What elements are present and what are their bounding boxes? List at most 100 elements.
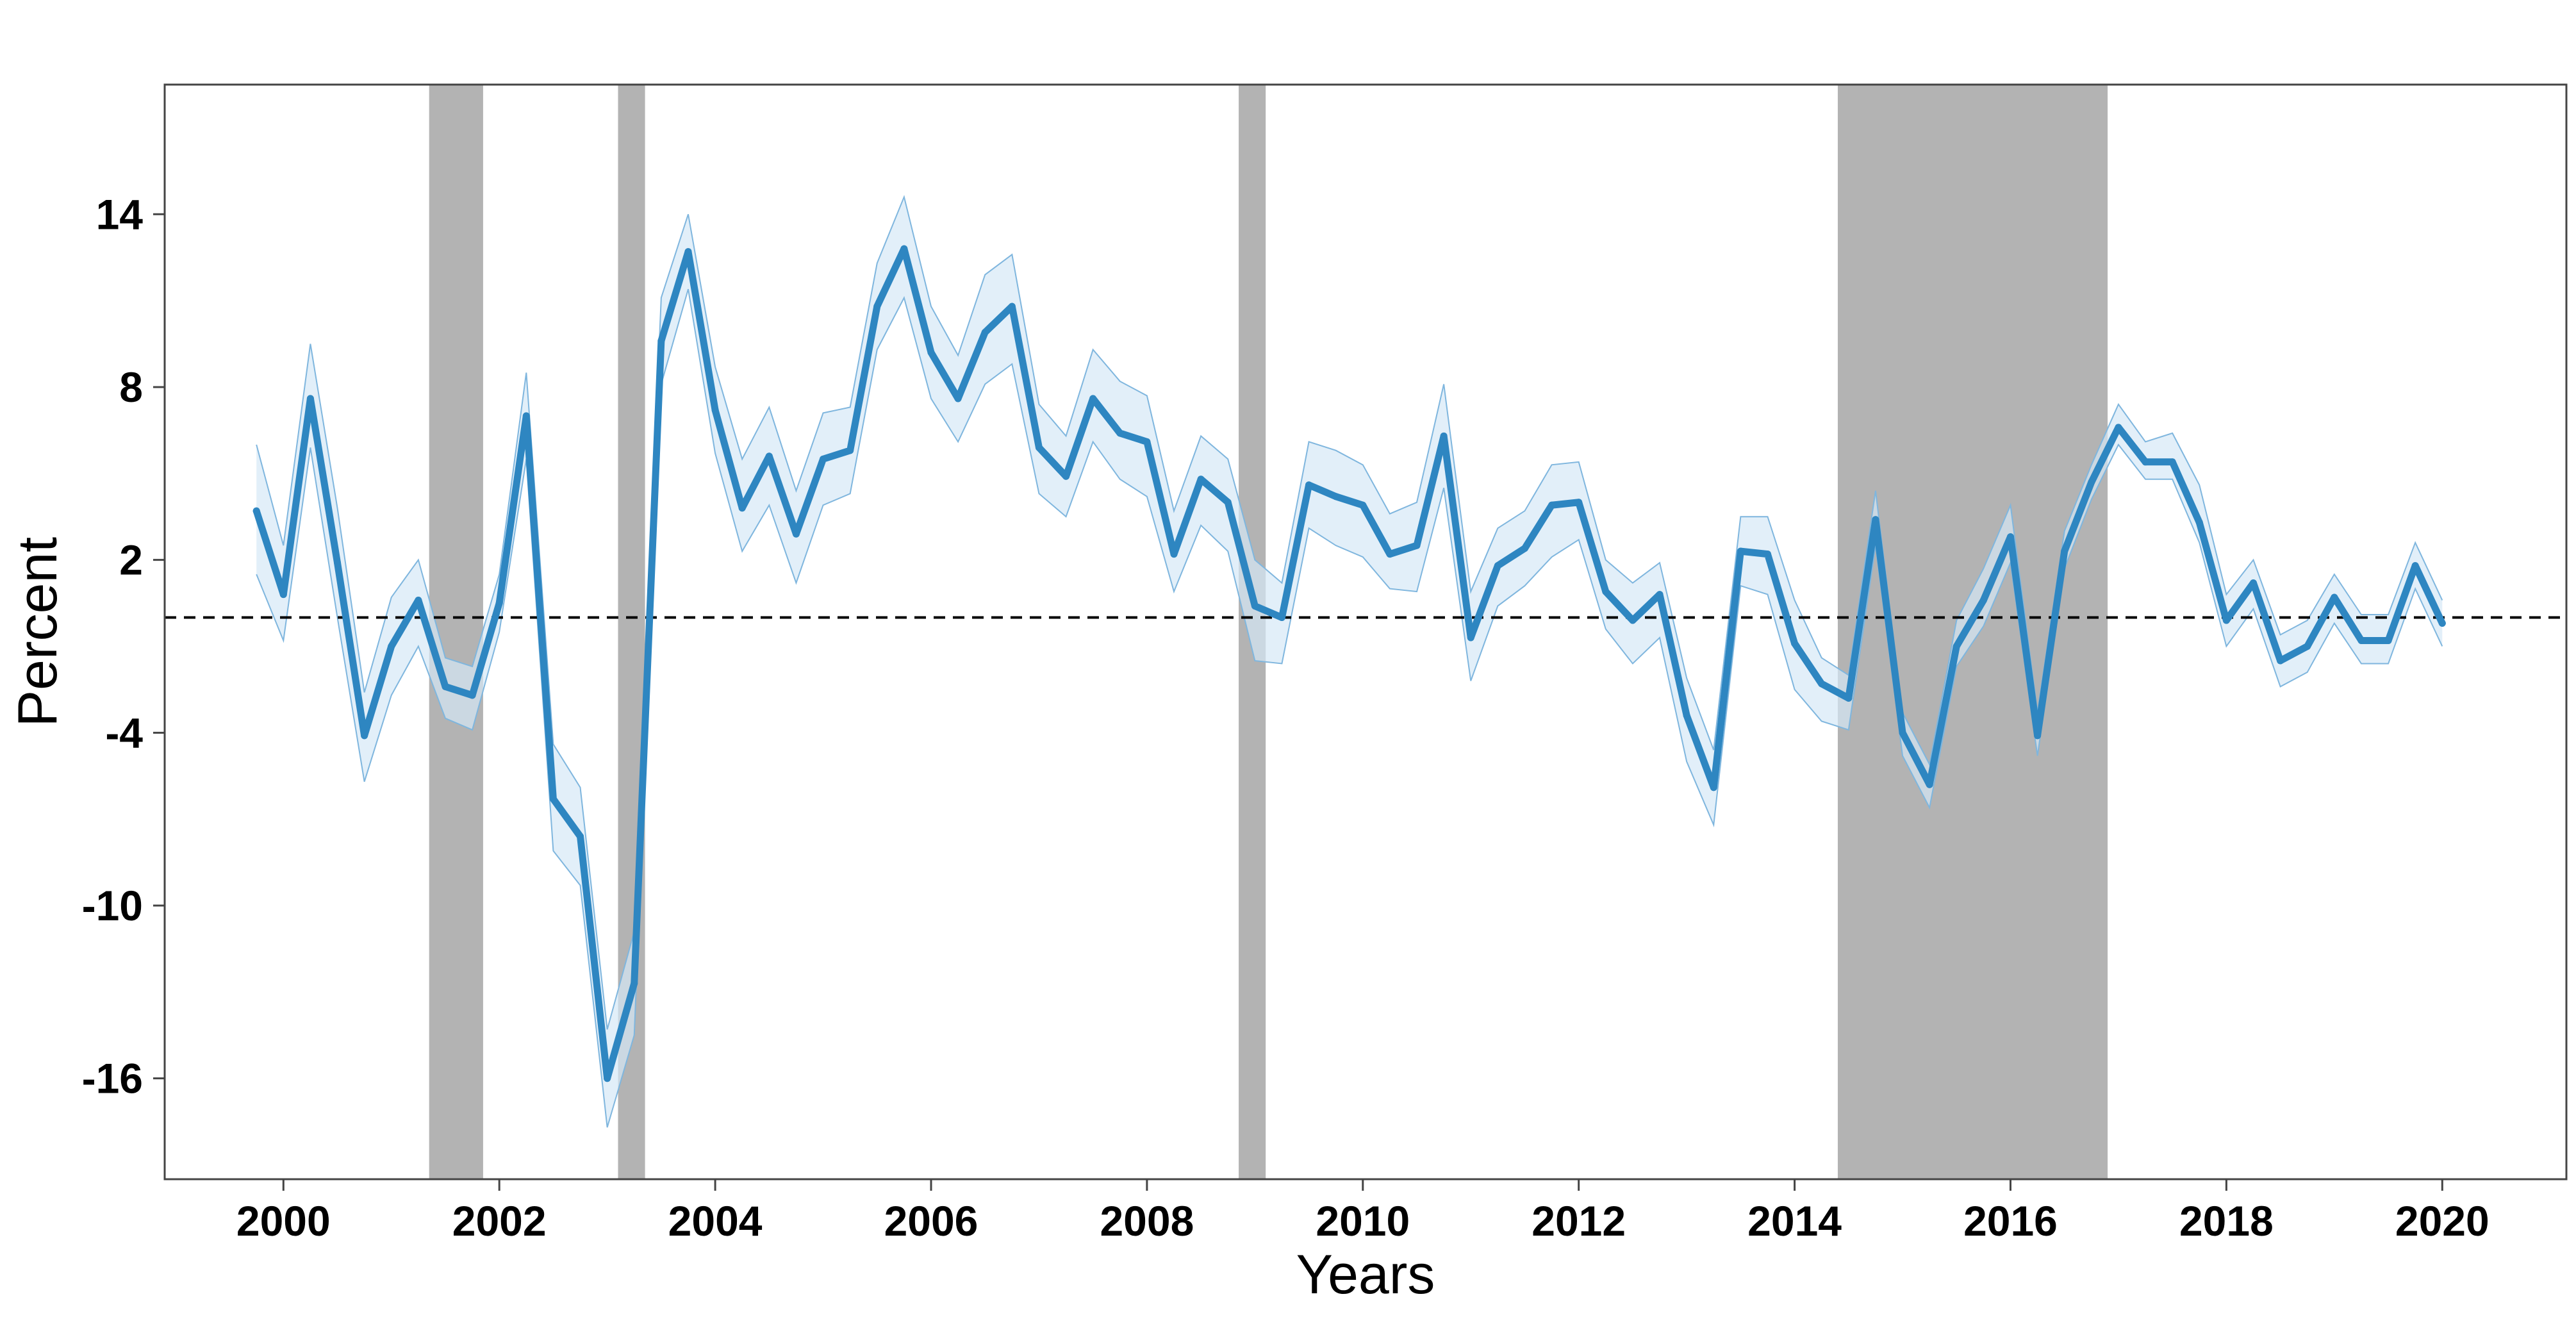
data-point — [2061, 547, 2068, 555]
data-point — [1170, 551, 1178, 558]
data-point — [1818, 680, 1826, 688]
data-point — [765, 452, 773, 460]
data-point — [1494, 562, 1501, 570]
y-tick-label: -4 — [105, 709, 143, 756]
data-point — [2357, 636, 2365, 644]
data-point — [415, 597, 422, 604]
data-point — [1791, 640, 1799, 647]
data-point — [1845, 694, 1853, 702]
x-tick-label: 2006 — [884, 1197, 978, 1245]
data-point — [1143, 438, 1151, 445]
data-point — [2304, 642, 2311, 650]
x-axis: 2000 2002 2004 2006 2008 2010 2012 2014 2016 2018… — [236, 1179, 2489, 1245]
x-tick-label: 2016 — [1963, 1197, 2058, 1245]
x-tick-label: 2008 — [1100, 1197, 1194, 1245]
lower-bound-line — [256, 288, 2443, 1128]
data-point — [1872, 516, 1879, 524]
data-point — [631, 979, 638, 987]
data-point — [1737, 547, 1744, 555]
data-point — [2034, 732, 2042, 740]
y-axis-title: Percent — [7, 537, 69, 727]
data-point — [279, 591, 287, 599]
y-tick-label: -10 — [82, 882, 143, 929]
data-point — [1656, 591, 1664, 599]
data-point — [2249, 579, 2257, 587]
data-point — [2195, 518, 2203, 526]
data-point — [1979, 597, 1987, 604]
y-tick-label: -16 — [82, 1055, 143, 1102]
data-point — [442, 683, 449, 690]
data-point — [927, 349, 935, 356]
data-point — [2088, 478, 2095, 486]
data-point — [549, 795, 557, 803]
data-point — [2006, 533, 2014, 541]
data-point — [657, 337, 665, 345]
data-point — [1763, 551, 1771, 558]
x-tick-label: 2004 — [668, 1197, 763, 1245]
data-point — [1926, 781, 1933, 788]
data-point — [1386, 551, 1394, 558]
y-tick-label: 2 — [119, 536, 143, 584]
data-point — [1224, 499, 1232, 506]
data-point — [1548, 501, 1556, 509]
data-point — [1251, 602, 1259, 610]
data-point — [900, 245, 908, 253]
data-point — [738, 504, 746, 512]
data-point — [388, 642, 395, 650]
data-point — [1305, 481, 1313, 489]
x-tick-label: 2010 — [1316, 1197, 1410, 1245]
data-point — [1467, 634, 1474, 642]
data-point — [2331, 593, 2338, 601]
x-tick-label: 2012 — [1532, 1197, 1626, 1245]
data-point — [1521, 545, 1528, 552]
data-points — [252, 245, 2446, 1082]
data-point — [846, 447, 854, 454]
data-point — [1278, 614, 1285, 622]
x-tick-label: 2020 — [2395, 1197, 2489, 1245]
data-point — [711, 406, 719, 414]
x-tick-label: 2002 — [452, 1197, 547, 1245]
data-point — [2277, 657, 2284, 665]
data-point — [2411, 562, 2419, 570]
data-point — [2142, 458, 2149, 466]
data-point — [1629, 617, 1637, 624]
data-point — [1332, 493, 1340, 501]
data-point — [1440, 432, 1448, 440]
data-point — [1953, 642, 1960, 650]
data-point — [2168, 458, 2176, 466]
x-axis-title: Years — [1296, 1244, 1435, 1305]
series-line — [252, 245, 2446, 1082]
data-point — [1602, 588, 1610, 595]
data-point — [361, 732, 368, 740]
data-point — [2384, 636, 2392, 644]
data-point — [873, 302, 881, 310]
data-point — [577, 832, 584, 840]
data-point — [1710, 784, 1717, 791]
plot-frame — [163, 83, 2568, 1180]
data-point — [820, 455, 827, 463]
data-point — [1359, 501, 1367, 509]
data-point — [1008, 302, 1016, 310]
data-point — [1116, 429, 1124, 437]
y-tick-label: 14 — [96, 190, 144, 238]
y-axis: -16 -10 -4 2 8 14 — [82, 190, 165, 1102]
data-point — [684, 248, 692, 256]
data-point — [334, 559, 342, 567]
data-point — [522, 412, 530, 420]
x-tick-label: 2000 — [236, 1197, 331, 1245]
upper-bound-line — [256, 195, 2443, 1030]
data-point — [495, 599, 503, 607]
x-tick-label: 2014 — [1747, 1197, 1842, 1245]
data-point — [981, 329, 989, 336]
x-tick-label: 2018 — [2179, 1197, 2274, 1245]
confidence-band — [256, 195, 2443, 1128]
series-path — [252, 245, 2446, 1082]
data-point — [1089, 395, 1097, 402]
data-point — [468, 692, 476, 699]
data-point — [1413, 542, 1421, 549]
data-point — [1035, 443, 1043, 451]
data-point — [1899, 729, 1906, 736]
data-point — [604, 1075, 611, 1082]
data-point — [1683, 711, 1690, 719]
